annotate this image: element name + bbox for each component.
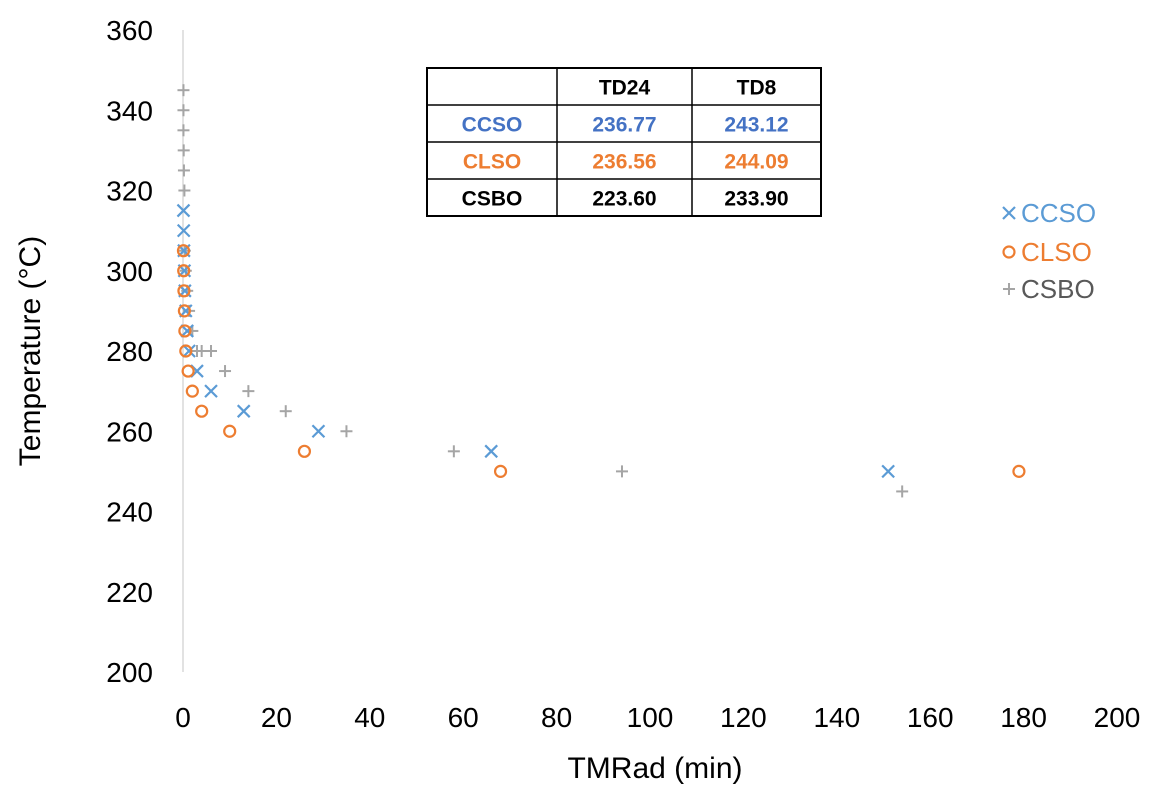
- ccso-point: [180, 324, 194, 338]
- csbo-point: [178, 184, 191, 197]
- clso-point: [223, 424, 237, 438]
- clso-point: [297, 444, 312, 458]
- clso-point: [181, 364, 195, 378]
- legend-label-csbo: CSBO: [1021, 274, 1095, 304]
- table-cell: 244.09: [724, 151, 788, 174]
- y-tick-labels: 200 220 240 260 280 300 320 340 360: [106, 15, 153, 688]
- y-tick-label: 260: [106, 416, 153, 447]
- x-tick-label: 80: [541, 702, 572, 733]
- clso-point: [493, 464, 508, 478]
- ccso-point: [176, 223, 191, 238]
- csbo-point: [177, 84, 190, 97]
- clso-point: [179, 344, 193, 358]
- csbo-point: [205, 345, 218, 357]
- csbo-legend-marker: [1003, 283, 1015, 295]
- x-tick-label: 140: [813, 702, 860, 733]
- clso-point: [177, 304, 192, 318]
- table-row-label: CSBO: [462, 188, 523, 211]
- ccso-point: [182, 344, 196, 358]
- y-tick-label: 200: [106, 657, 153, 688]
- csbo-point: [177, 144, 190, 157]
- legend: CCSO CLSO CSBO: [1002, 198, 1096, 304]
- x-tick-labels: 0 20 40 60 80 100 120 140 160 180 200: [175, 702, 1140, 733]
- data-markers: [176, 84, 1026, 498]
- csbo-point: [177, 104, 190, 117]
- results-table: TD24 TD8 CCSO 236.77 243.12 CLSO 236.56 244.09 C…: [426, 67, 822, 217]
- csbo-point: [896, 485, 909, 498]
- table-row-label: CLSO: [463, 151, 521, 174]
- table-cell: 233.90: [724, 188, 788, 211]
- x-tick-label: 100: [627, 702, 674, 733]
- ccso-point: [204, 384, 218, 398]
- ccso-point: [881, 464, 895, 479]
- y-tick-label: 280: [106, 336, 153, 367]
- y-axis-title: Temperature (°C): [14, 236, 47, 466]
- legend-label-ccso: CCSO: [1021, 198, 1096, 228]
- x-tick-label: 40: [354, 702, 385, 733]
- x-tick-label: 160: [907, 702, 954, 733]
- table-cell: 223.60: [592, 188, 656, 211]
- table-cell: 236.77: [592, 114, 656, 137]
- x-tick-label: 200: [1094, 702, 1141, 733]
- csbo-point: [177, 124, 190, 137]
- legend-label-clso: CLSO: [1021, 237, 1092, 267]
- table-row-label: CCSO: [462, 114, 523, 137]
- clso-point: [185, 384, 199, 398]
- y-tick-label: 320: [106, 176, 153, 207]
- csbo-point: [615, 465, 628, 478]
- csbo-point: [279, 405, 292, 418]
- clso-point: [177, 264, 191, 278]
- x-tick-label: 120: [720, 702, 767, 733]
- csbo-point: [219, 365, 232, 378]
- ccso-point: [484, 444, 498, 459]
- csbo-point: [242, 385, 255, 398]
- clso-point: [1012, 464, 1026, 478]
- csbo-point: [340, 425, 353, 438]
- csbo-point: [447, 445, 460, 458]
- csbo-point: [177, 164, 190, 177]
- x-tick-label: 60: [448, 702, 479, 733]
- x-axis-title: TMRad (min): [567, 752, 742, 785]
- y-tick-label: 340: [106, 95, 153, 126]
- y-tick-label: 220: [106, 577, 153, 608]
- ccso-legend-marker: [1002, 206, 1016, 220]
- ccso-point: [311, 424, 326, 439]
- y-tick-label: 240: [106, 497, 153, 528]
- clso-point: [176, 244, 191, 258]
- clso-point: [195, 404, 209, 418]
- x-tick-label: 180: [1000, 702, 1047, 733]
- table-header-cell: TD24: [599, 77, 651, 100]
- x-tick-label: 0: [175, 702, 191, 733]
- y-tick-label: 300: [106, 256, 153, 287]
- table-cell: 236.56: [592, 151, 656, 174]
- table-cell: 243.12: [724, 114, 788, 137]
- table-header-cell: TD8: [737, 77, 777, 100]
- y-tick-label: 360: [106, 15, 153, 46]
- clso-point: [178, 324, 192, 338]
- x-tick-label: 20: [261, 702, 292, 733]
- clso-legend-marker: [1002, 245, 1016, 259]
- clso-point: [177, 284, 191, 298]
- ccso-point: [236, 404, 251, 418]
- ccso-point: [176, 203, 191, 218]
